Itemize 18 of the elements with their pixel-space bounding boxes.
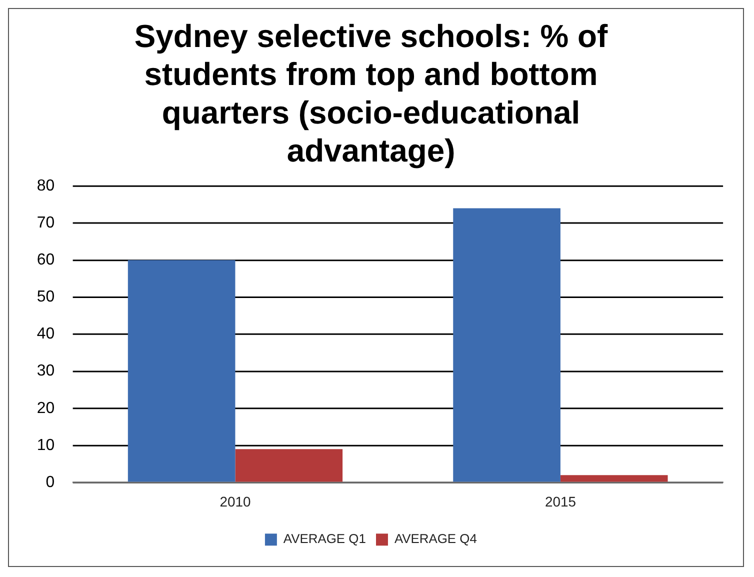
- y-tick-label: 50: [36, 288, 55, 306]
- bar: [560, 475, 668, 482]
- legend-label: AVERAGE Q4: [394, 531, 477, 546]
- legend-label: AVERAGE Q1: [283, 531, 366, 546]
- bar: [235, 449, 343, 482]
- bar: [453, 208, 560, 482]
- x-tick-label: 2015: [544, 494, 576, 510]
- y-tick-label: 70: [36, 214, 55, 232]
- y-tick-label: 10: [36, 436, 55, 454]
- chart-title: Sydney selective schools: % of students from top and bottom quarters (socio-educational advantage): [134, 18, 608, 169]
- x-tick-label: 2010: [220, 494, 251, 510]
- y-tick-label: 30: [36, 362, 55, 380]
- y-tick-label: 80: [36, 177, 55, 194]
- y-tick-label: 20: [36, 400, 55, 417]
- y-tick-label: 0: [46, 474, 55, 491]
- y-tick-label: 60: [36, 251, 55, 268]
- y-tick-label: 40: [36, 326, 55, 343]
- bar: [128, 260, 236, 482]
